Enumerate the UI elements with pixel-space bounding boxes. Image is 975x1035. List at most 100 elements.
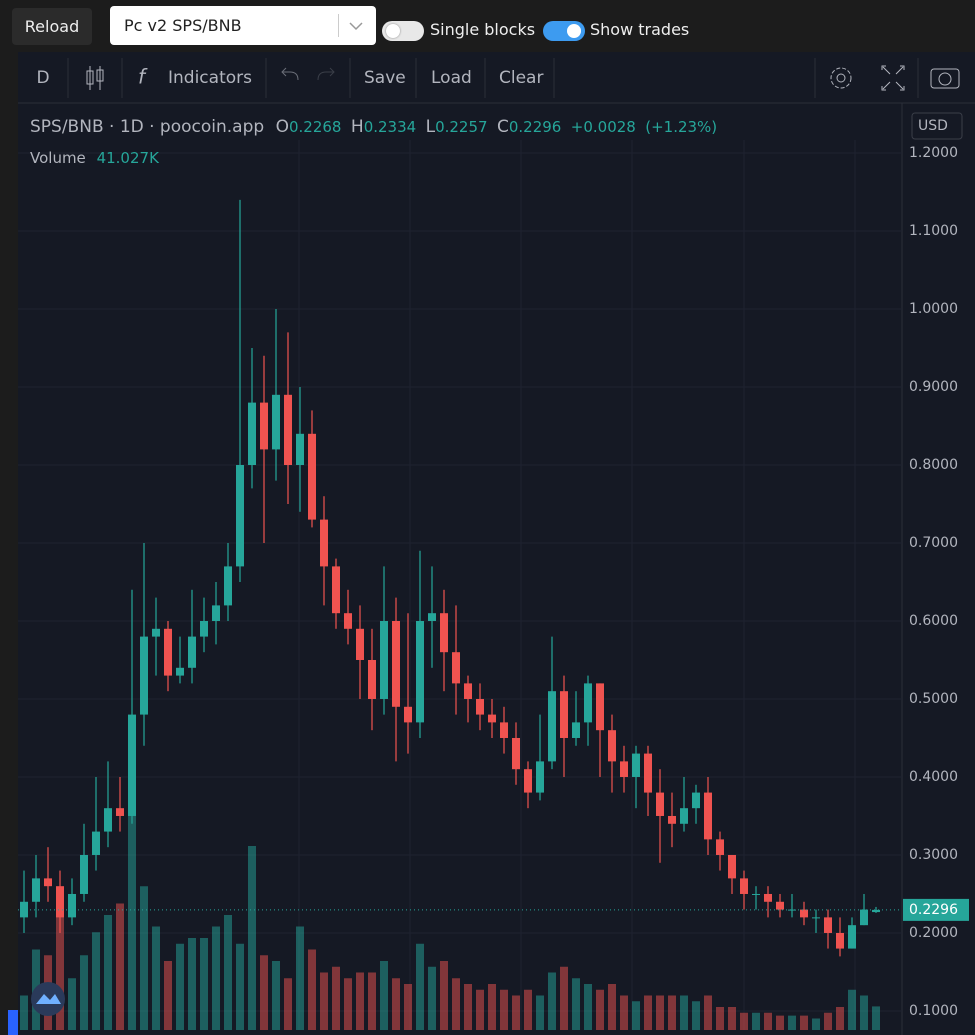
volume-bar — [812, 1018, 820, 1030]
volume-bar — [296, 926, 304, 1030]
candle-body — [236, 465, 244, 567]
volume-bar — [164, 961, 172, 1030]
volume-bar — [716, 1007, 724, 1030]
camera-icon[interactable] — [930, 68, 960, 89]
candle-body — [476, 698, 484, 715]
legend-open: 0.2268 — [289, 118, 342, 136]
legend-l: L — [426, 117, 436, 137]
candle-body — [416, 620, 424, 723]
y-tick-label: 0.3000 — [909, 847, 958, 863]
camera-lens — [938, 72, 952, 86]
candle-body — [656, 792, 664, 816]
candle-body — [872, 909, 880, 913]
volume-bar — [788, 1015, 796, 1030]
volume-bar — [344, 978, 352, 1030]
volume-bar — [20, 995, 28, 1030]
candle-body — [212, 605, 220, 621]
volume-bar — [260, 955, 268, 1030]
volume-bar — [644, 995, 652, 1030]
volume-bar — [668, 995, 676, 1030]
show-trades-toggle[interactable] — [543, 21, 585, 41]
candle-body — [284, 394, 292, 466]
volume-bar — [308, 949, 316, 1030]
candle-icon[interactable] — [86, 66, 104, 90]
volume-bar — [104, 915, 112, 1030]
candle-body — [380, 620, 388, 699]
legend-high: 0.2334 — [364, 118, 417, 136]
volume-bar — [368, 972, 376, 1030]
candle-body — [704, 792, 712, 840]
candle-body — [524, 769, 532, 793]
volume-bar — [692, 1001, 700, 1030]
show-trades-label: Show trades — [590, 20, 690, 39]
y-tick-label: 0.5000 — [909, 691, 958, 707]
candle-body — [824, 917, 832, 933]
volume-value: 41.027K — [97, 149, 160, 167]
volume-name: Volume — [30, 149, 86, 167]
volume-bar — [272, 961, 280, 1030]
candle-body — [344, 613, 352, 629]
y-tick-label: 0.9000 — [909, 379, 958, 395]
single-blocks-toggle[interactable] — [382, 21, 424, 41]
candle-body — [296, 433, 304, 466]
candle-body — [584, 683, 592, 723]
volume-bar — [80, 955, 88, 1030]
volume-bar — [752, 1012, 760, 1030]
volume-bar — [632, 1001, 640, 1030]
volume-bar — [140, 886, 148, 1030]
volume-bar — [728, 1007, 736, 1030]
fullscreen-icon[interactable] — [881, 65, 905, 91]
legend-change: +0.0028 — [571, 118, 636, 136]
y-tick-label: 1.2000 — [909, 145, 958, 161]
volume-bar — [824, 1012, 832, 1030]
chart-panel — [18, 52, 975, 1035]
y-tick-label: 1.1000 — [909, 223, 958, 239]
candle-body — [836, 932, 844, 949]
indicators-button[interactable]: Indicators — [168, 68, 252, 88]
volume-bar — [740, 1012, 748, 1030]
undo-icon[interactable] — [281, 67, 299, 81]
volume-bar — [584, 984, 592, 1030]
candle-body — [776, 901, 784, 910]
candle-body — [572, 722, 580, 738]
load-button[interactable]: Load — [431, 68, 472, 88]
single-blocks-label: Single blocks — [430, 20, 536, 39]
settings-icon-center — [836, 73, 846, 83]
candle-body — [452, 652, 460, 684]
reload-button[interactable]: Reload — [12, 8, 92, 45]
save-button[interactable]: Save — [364, 68, 406, 88]
candle-body — [32, 878, 40, 902]
y-tick-label: 0.2000 — [909, 925, 958, 941]
volume-bar — [548, 972, 556, 1030]
volume-bar — [92, 932, 100, 1030]
volume-bar — [440, 961, 448, 1030]
candle-body — [92, 831, 100, 855]
volume-bar — [512, 995, 520, 1030]
interval[interactable]: D — [36, 68, 49, 88]
candle-body — [56, 886, 64, 918]
volume-bar — [188, 938, 196, 1030]
settings-icon[interactable] — [830, 67, 852, 89]
candle-body — [740, 878, 748, 894]
clear-button[interactable]: Clear — [499, 68, 543, 88]
volume-bar — [416, 943, 424, 1030]
volume-bar — [608, 984, 616, 1030]
scroll-marker — [8, 1010, 18, 1035]
legend: SPS/BNB · 1D · poocoin.app O0.2268 H0.23… — [30, 117, 717, 137]
redo-icon[interactable] — [317, 67, 335, 81]
volume-bar — [488, 984, 496, 1030]
y-tick-label: 0.4000 — [909, 769, 958, 785]
pair-select[interactable]: Pc v2 SPS/BNB — [110, 6, 376, 45]
candle-body — [116, 808, 124, 816]
legend-h: H — [351, 117, 364, 137]
volume-bar — [560, 966, 568, 1030]
currency-box[interactable] — [911, 112, 963, 140]
candle-body — [716, 839, 724, 855]
y-tick-label: 0.7000 — [909, 535, 958, 551]
volume-bar — [836, 1007, 844, 1030]
volume-bar — [800, 1015, 808, 1030]
toolbar: D f Indicators Save Load Clear — [36, 58, 960, 98]
volume-bar — [236, 943, 244, 1030]
chevron — [349, 22, 363, 31]
volume-legend: Volume 41.027K — [30, 149, 160, 167]
